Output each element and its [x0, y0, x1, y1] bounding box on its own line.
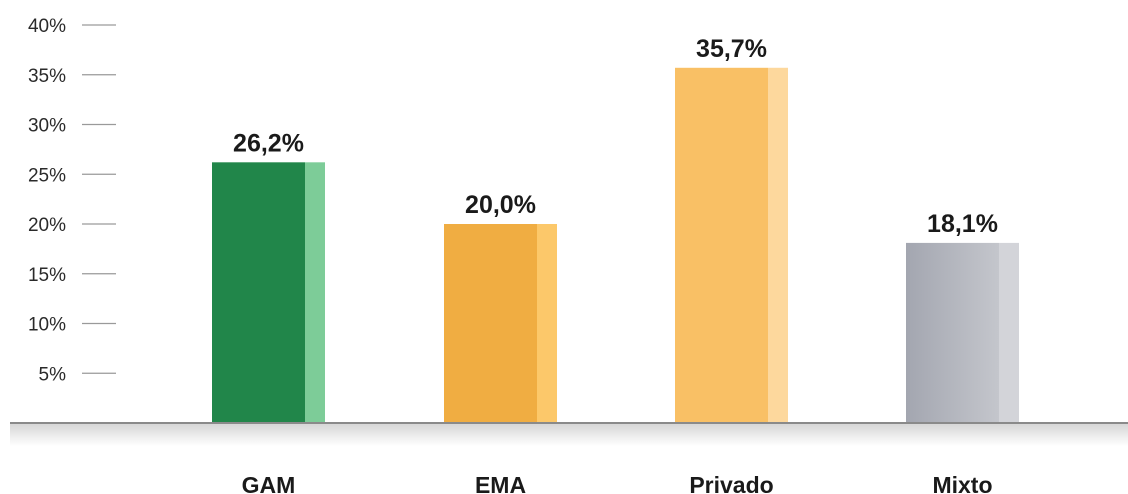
bar-side-gam: [305, 162, 325, 423]
bar-side-mixto: [999, 242, 1019, 423]
y-tick-label: 5%: [39, 364, 67, 385]
category-label-gam: GAM: [242, 472, 296, 494]
category-label-privado: Privado: [689, 472, 773, 494]
bar-side-ema: [537, 224, 557, 423]
data-label-gam: 26,2%: [233, 129, 304, 157]
baseline-shadow: [10, 424, 1128, 446]
y-tick-label: 10%: [28, 315, 66, 336]
y-tick-label: 40%: [28, 16, 66, 37]
category-label-ema: EMA: [475, 472, 526, 494]
category-labels: GAM EMA Privado Mixto: [242, 472, 993, 494]
data-label-privado: 35,7%: [696, 35, 767, 63]
y-tick-label: 15%: [28, 265, 66, 286]
y-tick-label: 30%: [28, 116, 66, 137]
bars-group: 26,2% 20,0% 35,7% 18,1%: [212, 35, 1019, 423]
data-label-mixto: 18,1%: [927, 210, 998, 238]
y-axis-ticks: 5% 10% 15% 20% 25% 30% 35% 40%: [28, 16, 116, 385]
data-label-ema: 20,0%: [465, 191, 536, 219]
bar-mixto: [906, 242, 999, 423]
x-axis: [10, 422, 1128, 446]
y-tick-label: 25%: [28, 165, 66, 186]
bar-side-privado: [768, 67, 788, 423]
y-tick-label: 20%: [28, 215, 66, 236]
bar-privado: [675, 67, 768, 423]
bar-ema: [444, 224, 537, 423]
category-label-mixto: Mixto: [932, 472, 992, 494]
bar-gam: [212, 162, 305, 423]
y-tick-label: 35%: [28, 66, 66, 87]
